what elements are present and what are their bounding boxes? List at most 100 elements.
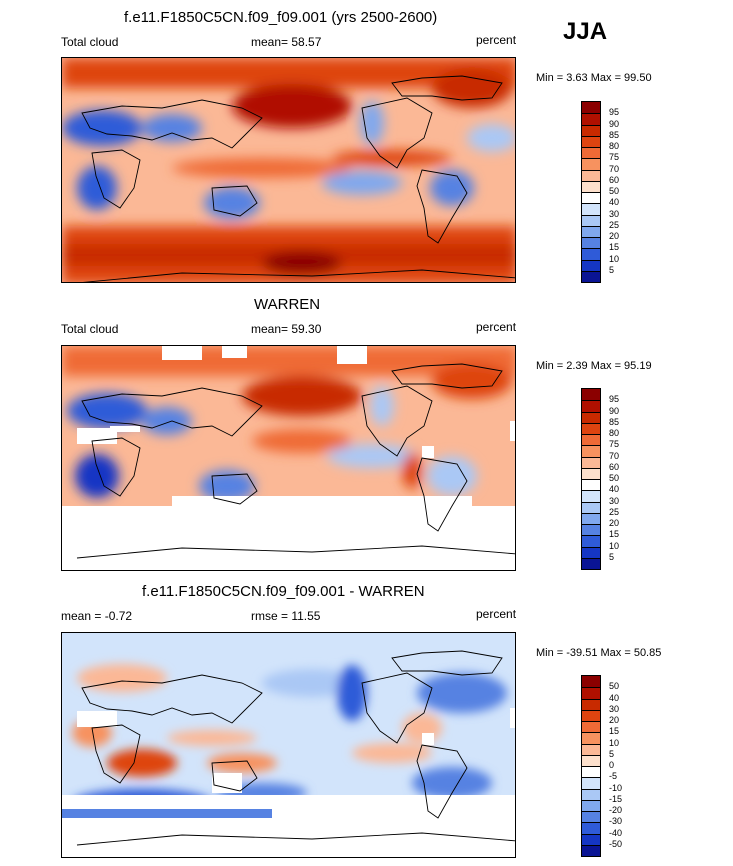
colorbar-label: 5 xyxy=(609,748,615,759)
colorbar-box xyxy=(582,445,600,457)
colorbar-box xyxy=(582,766,600,778)
colorbar-box xyxy=(582,124,600,136)
colorbar-label: 50 xyxy=(609,681,620,692)
colorbar-box xyxy=(582,147,600,159)
colorbar-box xyxy=(582,833,600,845)
colorbar-label: 10 xyxy=(609,737,620,748)
colorbar-box xyxy=(582,434,600,446)
colorbar-label: 75 xyxy=(609,439,620,450)
colorbar-box xyxy=(582,479,600,491)
colorbar-label: 90 xyxy=(609,118,620,129)
colorbar-box xyxy=(582,788,600,800)
colorbar-label: 30 xyxy=(609,495,620,506)
colorbar-box xyxy=(582,687,600,699)
colorbar-box xyxy=(582,709,600,721)
colorbar-label: 75 xyxy=(609,152,620,163)
colorbar-label: -50 xyxy=(609,838,623,849)
colorbar-box xyxy=(582,214,600,226)
colorbar-box xyxy=(582,102,600,114)
colorbar-box xyxy=(582,192,600,204)
colorbar-label: 85 xyxy=(609,129,620,140)
colorbar-box xyxy=(582,113,600,125)
colorbar-label: 15 xyxy=(609,726,620,737)
colorbar-label: 70 xyxy=(609,163,620,174)
colorbar-label: 20 xyxy=(609,518,620,528)
colorbar-box xyxy=(582,535,600,547)
colorbar-label: 25 xyxy=(609,219,620,230)
colorbar-box xyxy=(582,822,600,834)
colorbar-box xyxy=(582,389,600,401)
colorbar-box xyxy=(582,698,600,710)
minmax-obs: Min = 2.39 Max = 95.19 xyxy=(536,360,652,372)
colorbar-box xyxy=(582,676,600,688)
colorbar-box xyxy=(582,237,600,249)
map-difference xyxy=(61,632,516,858)
colorbar-label: 10 xyxy=(609,540,620,551)
map-obs-total-cloud xyxy=(61,345,516,571)
colorbar-label: 20 xyxy=(609,231,620,241)
colorbar-box xyxy=(582,169,600,181)
colorbar-box xyxy=(582,158,600,170)
panel-units-obs: percent xyxy=(476,320,517,334)
season-label: JJA xyxy=(563,18,608,45)
colorbar-label: -5 xyxy=(609,771,618,782)
colorbar-label: 10 xyxy=(609,253,620,264)
colorbar-label: 5 xyxy=(609,551,615,562)
minmax-diff: Min = -39.51 Max = 50.85 xyxy=(536,647,662,659)
colorbar-label: -20 xyxy=(609,805,623,815)
panel-units-diff: percent xyxy=(476,607,517,621)
colorbar-box xyxy=(582,422,600,434)
colorbar-label: 15 xyxy=(609,242,620,253)
colorbar-box xyxy=(582,225,600,237)
panel-rmse-diff: rmse = 11.55 xyxy=(251,609,321,623)
colorbar-box xyxy=(582,512,600,524)
colorbar-box xyxy=(582,501,600,513)
colorbar-box xyxy=(582,411,600,423)
colorbar-label: 40 xyxy=(609,692,620,703)
panel-title-model: f.e11.F1850C5CN.f09_f09.001 (yrs 2500-26… xyxy=(124,9,438,26)
colorbar-label: -15 xyxy=(609,793,623,804)
minmax-model: Min = 3.63 Max = 99.50 xyxy=(536,72,652,84)
panel-mean-obs: mean= 59.30 xyxy=(251,322,322,336)
panel-title-diff: f.e11.F1850C5CN.f09_f09.001 - WARREN xyxy=(142,583,425,600)
colorbar-label: 5 xyxy=(609,264,615,275)
colorbar-label: -30 xyxy=(609,816,623,827)
colorbar-box xyxy=(582,721,600,733)
panel-mean-model: mean= 58.57 xyxy=(251,35,322,49)
colorbar-labels-obs: 95 90 85 80 75 70 60 50 40 30 25 20 15 10 5 xyxy=(609,388,649,570)
colorbar-label: -40 xyxy=(609,827,623,838)
colorbar-box xyxy=(582,844,600,856)
colorbar-label: 80 xyxy=(609,141,620,151)
colorbar-label: 50 xyxy=(609,186,620,196)
colorbar-label: 95 xyxy=(609,394,620,405)
colorbar-box xyxy=(582,811,600,823)
colorbar-box xyxy=(582,777,600,789)
colorbar-obs xyxy=(581,388,601,570)
panel-mean-diff: mean = -0.72 xyxy=(61,609,133,623)
colorbar-box xyxy=(582,743,600,755)
colorbar-label: 25 xyxy=(609,506,620,517)
colorbar-model xyxy=(581,101,601,283)
panel-units-model: percent xyxy=(476,33,517,47)
colorbar-box xyxy=(582,524,600,536)
panel-title-obs: WARREN xyxy=(254,296,321,313)
colorbar-label: 85 xyxy=(609,416,620,427)
colorbar-box xyxy=(582,799,600,811)
colorbar-box xyxy=(582,180,600,192)
colorbar-box xyxy=(582,732,600,744)
colorbar-box xyxy=(582,467,600,479)
colorbar-label: 30 xyxy=(609,208,620,219)
colorbar-label: 70 xyxy=(609,450,620,461)
colorbar-box xyxy=(582,400,600,412)
colorbar-box xyxy=(582,490,600,502)
colorbar-diff xyxy=(581,675,601,857)
colorbar-box xyxy=(582,557,600,569)
map-model-total-cloud xyxy=(61,57,516,283)
colorbar-box xyxy=(582,135,600,147)
panel-left-label-obs: Total cloud xyxy=(61,322,119,336)
panel-left-label-model: Total cloud xyxy=(61,35,119,49)
colorbar-box xyxy=(582,248,600,260)
colorbar-label: 90 xyxy=(609,405,620,416)
colorbar-label: 30 xyxy=(609,703,620,714)
colorbar-label: -10 xyxy=(609,782,623,793)
